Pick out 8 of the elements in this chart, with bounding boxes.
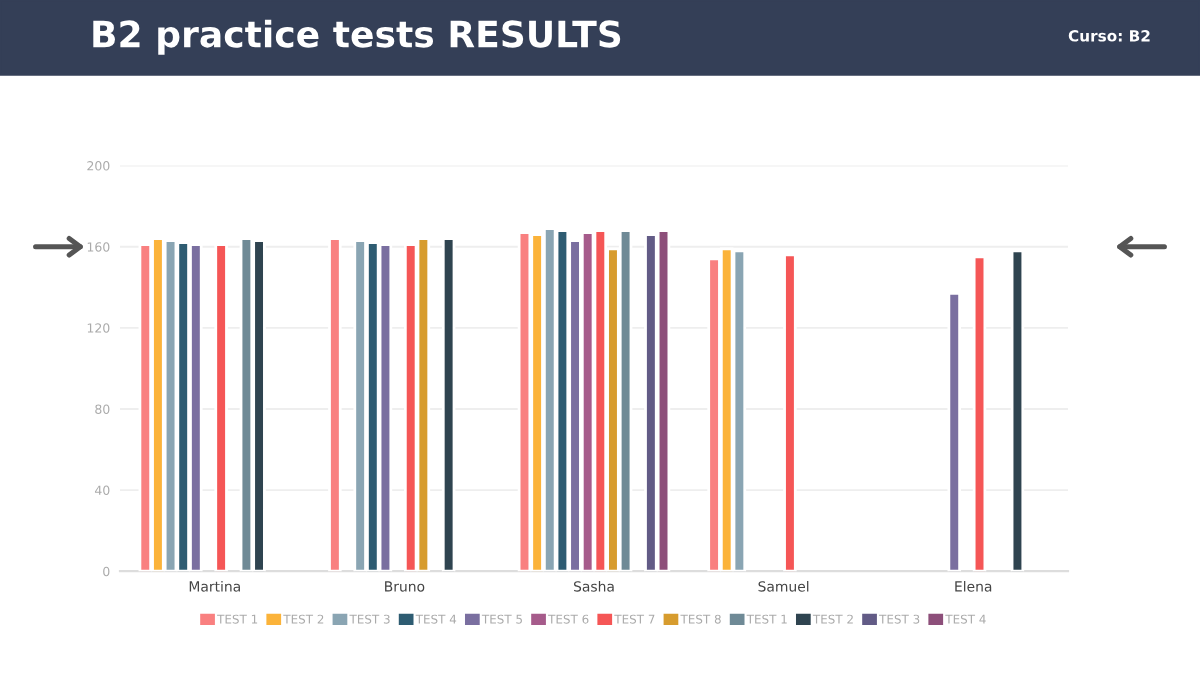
bar — [1010, 249, 1025, 572]
bar — [783, 253, 797, 572]
bar — [328, 237, 342, 572]
bar — [214, 243, 228, 572]
bar — [947, 291, 961, 572]
bar — [972, 255, 987, 572]
chart-title: B2 practice tests RESULTS — [93, 19, 621, 55]
bar — [441, 237, 456, 572]
